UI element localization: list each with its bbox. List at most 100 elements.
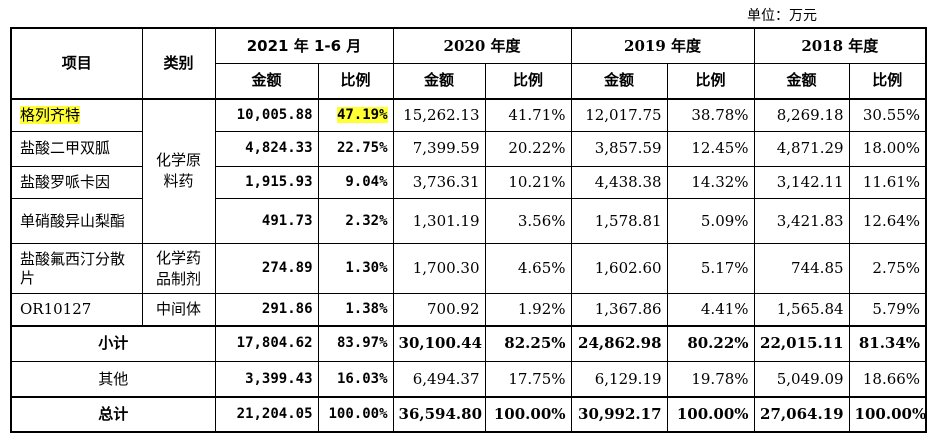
amount-cell: 30,100.44: [392, 324, 486, 362]
amount-cell: 700.92: [392, 293, 486, 327]
ratio-cell: 2.75%: [848, 243, 928, 295]
amount-cell: 291.86: [214, 293, 319, 327]
ratio-cell: 81.34%: [848, 324, 928, 362]
total-row: 总计 21,204.05 100.00% 36,594.80 100.00% 3…: [10, 396, 928, 433]
header-ratio: 比例: [848, 63, 928, 100]
amount-cell: 1,367.86: [570, 293, 668, 327]
subtotal-label: 小计: [10, 324, 216, 362]
ratio-cell: 14.32%: [666, 165, 755, 200]
header-period-2021h1: 2021 年 1-6 月: [214, 27, 394, 65]
amount-cell: 1,565.84: [753, 293, 850, 327]
ratio-cell: 2.32%: [317, 198, 394, 245]
amount-cell: 30,992.17: [570, 396, 668, 433]
ratio-cell: 4.41%: [666, 293, 755, 327]
ratio-cell: 41.71%: [484, 97, 572, 132]
amount-cell: 3,399.43: [214, 360, 319, 398]
amount-cell: 24,862.98: [570, 324, 668, 362]
header-category: 类别: [141, 27, 216, 100]
ratio-cell: 3.56%: [484, 198, 572, 245]
table-row: 单硝酸异山梨酯 491.73 2.32% 1,301.19 3.56% 1,57…: [10, 198, 928, 245]
amount-cell: 27,064.19: [753, 396, 850, 433]
amount-cell: 491.73: [214, 198, 319, 245]
amount-cell: 12,017.75: [570, 97, 668, 132]
amount-cell: 1,700.30: [392, 243, 486, 295]
header-period-2020: 2020 年度: [392, 27, 572, 65]
table-row: 格列齐特 化学原料药 10,005.88 47.19% 15,262.13 41…: [10, 97, 928, 245]
product-name: 盐酸罗哌卡因: [10, 165, 143, 200]
ratio-cell: 30.55%: [848, 97, 928, 132]
ratio-cell: 1.38%: [317, 293, 394, 327]
ratio-cell: 1.92%: [484, 293, 572, 327]
amount-cell: 3,142.11: [753, 165, 850, 200]
product-name: 盐酸二甲双胍: [10, 130, 143, 167]
ratio-cell: 100.00%: [484, 396, 572, 433]
ratio-cell: 100.00%: [317, 396, 394, 433]
amount-cell: 274.89: [214, 243, 319, 295]
amount-cell: 21,204.05: [214, 396, 319, 433]
ratio-cell: 5.17%: [666, 243, 755, 295]
amount-cell: 6,129.19: [570, 360, 668, 398]
product-name: 格列齐特: [20, 105, 81, 124]
amount-cell: 3,736.31: [392, 165, 486, 200]
amount-cell: 1,301.19: [392, 198, 486, 245]
amount-cell: 15,262.13: [392, 97, 486, 132]
ratio-cell: 11.61%: [848, 165, 928, 200]
ratio-cell: 18.00%: [848, 130, 928, 167]
sales-table: 项目 类别 2021 年 1-6 月 2020 年度 2019 年度 2018 …: [10, 27, 928, 433]
ratio-cell: 22.75%: [317, 130, 394, 167]
ratio-cell: 12.64%: [848, 198, 928, 245]
ratio-cell: 9.04%: [317, 165, 394, 200]
table-row: 盐酸二甲双胍 4,824.33 22.75% 7,399.59 20.22% 3…: [10, 130, 928, 167]
amount-cell: 1,915.93: [214, 165, 319, 200]
amount-cell: 6,494.37: [392, 360, 486, 398]
product-name: OR10127: [10, 293, 143, 327]
other-row: 其他 3,399.43 16.03% 6,494.37 17.75% 6,129…: [10, 360, 928, 398]
header-ratio: 比例: [484, 63, 572, 100]
ratio-cell: 20.22%: [484, 130, 572, 167]
header-ratio: 比例: [666, 63, 755, 100]
amount-cell: 3,857.59: [570, 130, 668, 167]
header-ratio: 比例: [317, 63, 394, 100]
subtotal-row: 小计 17,804.62 83.97% 30,100.44 82.25% 24,…: [10, 324, 928, 362]
product-name: 单硝酸异山梨酯: [10, 198, 143, 245]
total-label: 总计: [10, 396, 216, 433]
amount-cell: 1,602.60: [570, 243, 668, 295]
other-label: 其他: [10, 360, 216, 398]
amount-cell: 5,049.09: [753, 360, 850, 398]
category-intermediate: 中间体: [141, 293, 216, 327]
amount-cell: 3,421.83: [753, 198, 850, 245]
ratio-cell: 16.03%: [317, 360, 394, 398]
amount-cell: 4,824.33: [214, 130, 319, 167]
ratio-cell-highlight: 47.19%: [336, 106, 388, 123]
category-prep: 化学药品制剂: [141, 243, 216, 295]
ratio-cell: 10.21%: [484, 165, 572, 200]
ratio-cell: 100.00%: [848, 396, 928, 433]
ratio-cell: 5.79%: [848, 293, 928, 327]
product-name: 盐酸氟西汀分散片: [10, 243, 143, 295]
ratio-cell: 80.22%: [666, 324, 755, 362]
amount-cell: 10,005.88: [214, 97, 319, 132]
header-amount: 金额: [570, 63, 668, 100]
category-api: 化学原料药: [141, 97, 216, 245]
table-row: 盐酸氟西汀分散片 化学药品制剂 274.89 1.30% 1,700.30 4.…: [10, 243, 928, 295]
ratio-cell: 82.25%: [484, 324, 572, 362]
amount-cell: 7,399.59: [392, 130, 486, 167]
ratio-cell: 38.78%: [666, 97, 755, 132]
header-period-2018: 2018 年度: [753, 27, 928, 65]
header-amount: 金额: [753, 63, 850, 100]
table-row: 盐酸罗哌卡因 1,915.93 9.04% 3,736.31 10.21% 4,…: [10, 165, 928, 200]
amount-cell: 4,438.38: [570, 165, 668, 200]
ratio-cell: 12.45%: [666, 130, 755, 167]
amount-cell: 36,594.80: [392, 396, 486, 433]
table-row: OR10127 中间体 291.86 1.38% 700.92 1.92% 1,…: [10, 293, 928, 327]
ratio-cell: 17.75%: [484, 360, 572, 398]
unit-label: 单位：万元: [747, 8, 817, 24]
header-period-2019: 2019 年度: [570, 27, 755, 65]
header-amount: 金额: [392, 63, 486, 100]
amount-cell: 17,804.62: [214, 324, 319, 362]
ratio-cell: 100.00%: [666, 396, 755, 433]
amount-cell: 8,269.18: [753, 97, 850, 132]
amount-cell: 22,015.11: [753, 324, 850, 362]
header-item: 项目: [10, 27, 143, 100]
amount-cell: 1,578.81: [570, 198, 668, 245]
